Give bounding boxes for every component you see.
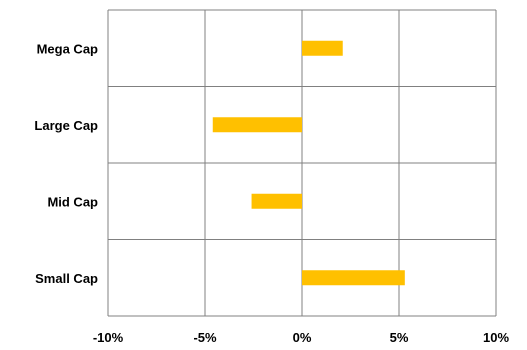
bar	[302, 40, 343, 56]
bar-series	[212, 40, 405, 286]
x-tick-label: 10%	[483, 330, 509, 345]
category-label: Mega Cap	[37, 41, 98, 56]
x-tick-label: -10%	[93, 330, 124, 345]
category-label: Large Cap	[34, 118, 98, 133]
bar	[251, 193, 302, 209]
category-label: Mid Cap	[47, 194, 98, 209]
category-label: Small Cap	[35, 271, 98, 286]
x-axis-tick-labels: -10% -5% 0% 5% 10%	[93, 330, 510, 345]
bar	[302, 270, 405, 286]
category-labels: Mega Cap Large Cap Mid Cap Small Cap	[34, 41, 98, 286]
x-tick-label: 5%	[390, 330, 409, 345]
bar	[212, 117, 302, 133]
chart-grid	[107, 9, 497, 317]
x-tick-label: -5%	[193, 330, 217, 345]
x-tick-label: 0%	[293, 330, 312, 345]
